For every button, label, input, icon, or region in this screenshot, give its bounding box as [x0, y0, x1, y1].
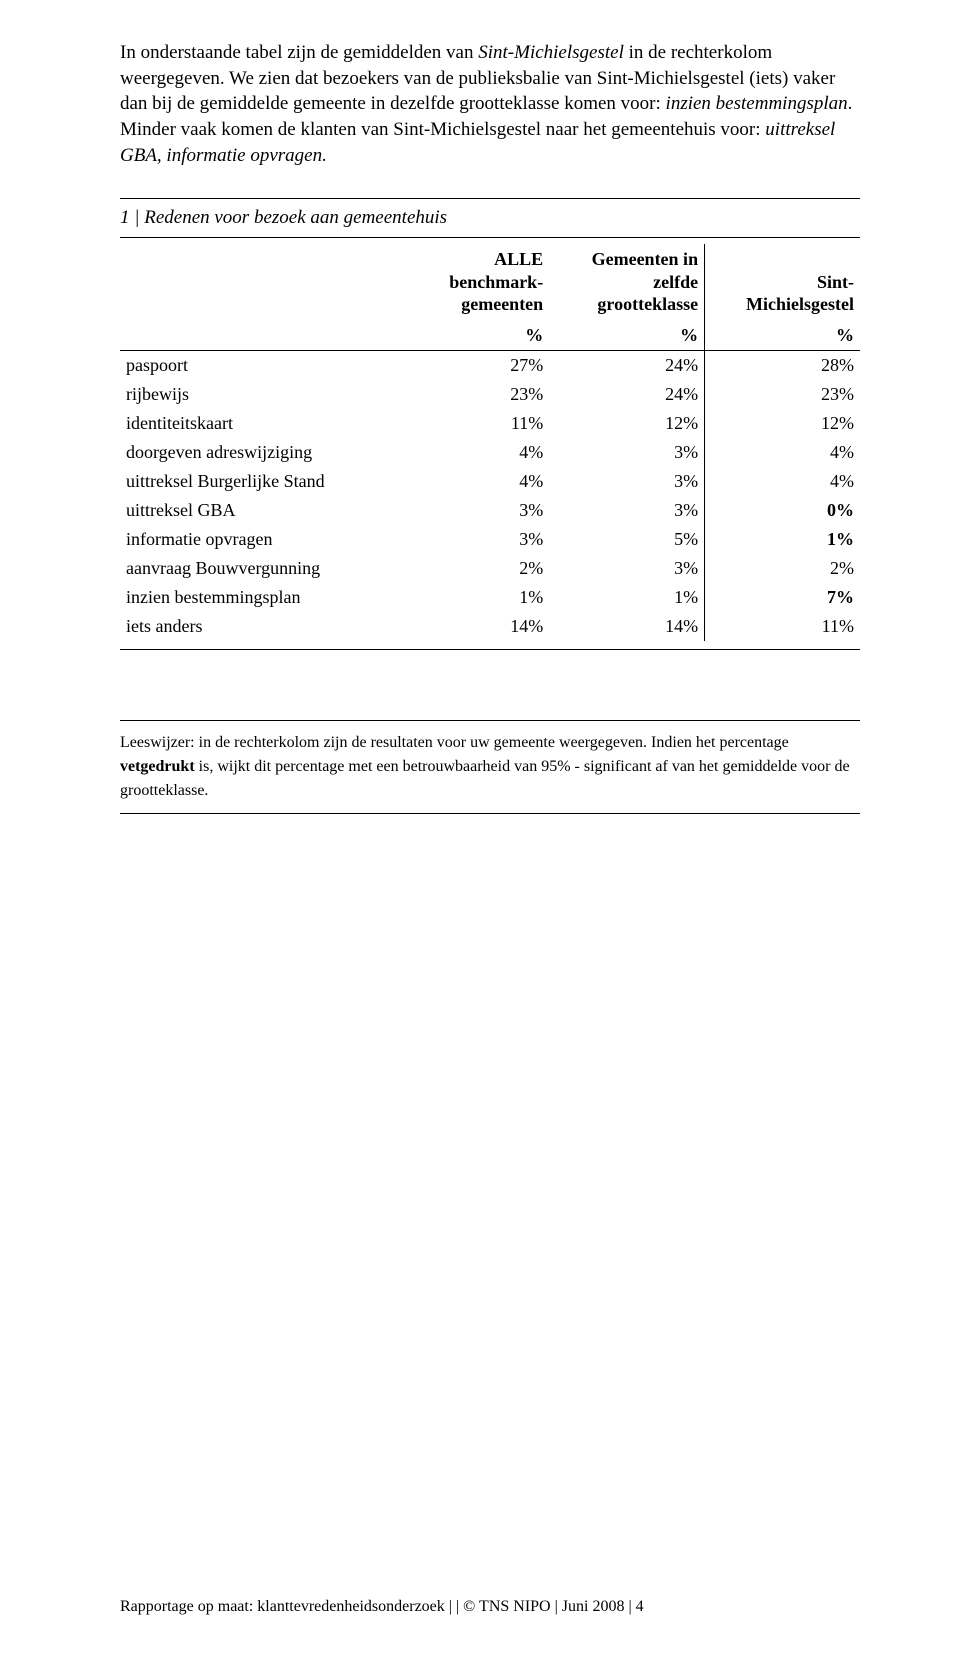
table-header-col3: Sint- Michielsgestel — [705, 244, 860, 320]
section-title: 1 | Redenen voor bezoek aan gemeentehuis — [120, 199, 860, 237]
row-value-col2: 12% — [549, 409, 704, 438]
row-value-col2: 24% — [549, 351, 704, 381]
row-value-col1: 23% — [409, 380, 550, 409]
header-text: grootteklasse — [597, 294, 698, 314]
header-text: benchmark- — [449, 272, 543, 292]
row-value-col3: 11% — [705, 612, 860, 641]
row-value-col2: 5% — [549, 525, 704, 554]
row-value-col2: 3% — [549, 496, 704, 525]
row-value-col1: 11% — [409, 409, 550, 438]
table-row: aanvraag Bouwvergunning2%3%2% — [120, 554, 860, 583]
table-row: doorgeven adreswijziging4%3%4% — [120, 438, 860, 467]
table-header-col2: Gemeenten in zelfde grootteklasse — [549, 244, 704, 320]
row-value-col2: 24% — [549, 380, 704, 409]
row-value-col3: 23% — [705, 380, 860, 409]
rule-under-table — [120, 649, 860, 650]
row-value-col1: 27% — [409, 351, 550, 381]
row-value-col1: 4% — [409, 467, 550, 496]
row-label: uittreksel Burgerlijke Stand — [120, 467, 409, 496]
row-value-col2: 1% — [549, 583, 704, 612]
legend-part: is, wijkt dit percentage met een betrouw… — [120, 758, 850, 799]
row-label: informatie opvragen — [120, 525, 409, 554]
table-header-pct: % — [409, 320, 550, 351]
table-header-col1: ALLE benchmark- gemeenten — [409, 244, 550, 320]
intro-paragraph: In onderstaande tabel zijn de gemiddelde… — [120, 40, 860, 168]
row-value-col1: 3% — [409, 525, 550, 554]
row-value-col2: 3% — [549, 438, 704, 467]
row-label: iets anders — [120, 612, 409, 641]
document-page: In onderstaande tabel zijn de gemiddelde… — [0, 0, 960, 1656]
row-label: uittreksel GBA — [120, 496, 409, 525]
row-label: doorgeven adreswijziging — [120, 438, 409, 467]
table-body: paspoort27%24%28%rijbewijs23%24%23%ident… — [120, 351, 860, 642]
row-value-col3: 4% — [705, 438, 860, 467]
table-row: informatie opvragen3%5%1% — [120, 525, 860, 554]
row-value-col1: 3% — [409, 496, 550, 525]
row-label: rijbewijs — [120, 380, 409, 409]
row-label: inzien bestemmingsplan — [120, 583, 409, 612]
row-value-col3: 1% — [705, 525, 860, 554]
row-value-col3: 0% — [705, 496, 860, 525]
header-text: Sint- — [817, 272, 854, 292]
table-header-pct: % — [549, 320, 704, 351]
intro-italic-1: Sint-Michielsgestel — [478, 42, 624, 63]
table-head: ALLE benchmark- gemeenten Gemeenten in z… — [120, 244, 860, 351]
row-value-col2: 3% — [549, 467, 704, 496]
row-value-col3: 4% — [705, 467, 860, 496]
table-row: paspoort27%24%28% — [120, 351, 860, 381]
row-value-col2: 3% — [549, 554, 704, 583]
table-row: iets anders14%14%11% — [120, 612, 860, 641]
row-value-col3: 12% — [705, 409, 860, 438]
header-text: zelfde — [653, 272, 698, 292]
data-table: ALLE benchmark- gemeenten Gemeenten in z… — [120, 244, 860, 641]
row-value-col1: 1% — [409, 583, 550, 612]
table-row: uittreksel GBA3%3%0% — [120, 496, 860, 525]
row-value-col3: 2% — [705, 554, 860, 583]
legend-text: Leeswijzer: in de rechterkolom zijn de r… — [120, 720, 860, 814]
table-row: identiteitskaart11%12%12% — [120, 409, 860, 438]
page-footer: Rapportage op maat: klanttevredenheidson… — [120, 1598, 644, 1616]
table-header-pct: % — [705, 320, 860, 351]
intro-italic-2: inzien bestemmingsplan — [666, 93, 848, 114]
row-value-col3: 7% — [705, 583, 860, 612]
row-value-col3: 28% — [705, 351, 860, 381]
header-text: Gemeenten in — [592, 249, 698, 269]
row-value-col1: 2% — [409, 554, 550, 583]
table-row: inzien bestemmingsplan1%1%7% — [120, 583, 860, 612]
row-label: identiteitskaart — [120, 409, 409, 438]
intro-text: In onderstaande tabel zijn de gemiddelde… — [120, 42, 478, 63]
table-header-empty — [120, 244, 409, 320]
legend-bold: vetgedrukt — [120, 758, 195, 775]
table-row: rijbewijs23%24%23% — [120, 380, 860, 409]
table-row: uittreksel Burgerlijke Stand4%3%4% — [120, 467, 860, 496]
row-value-col1: 4% — [409, 438, 550, 467]
row-label: paspoort — [120, 351, 409, 381]
row-label: aanvraag Bouwvergunning — [120, 554, 409, 583]
table-header-empty — [120, 320, 409, 351]
header-text: gemeenten — [461, 294, 543, 314]
row-value-col2: 14% — [549, 612, 704, 641]
row-value-col1: 14% — [409, 612, 550, 641]
header-text: ALLE — [494, 249, 543, 269]
legend-part: Leeswijzer: in de rechterkolom zijn de r… — [120, 734, 789, 751]
header-text: Michielsgestel — [746, 294, 854, 314]
rule-under-title — [120, 237, 860, 238]
